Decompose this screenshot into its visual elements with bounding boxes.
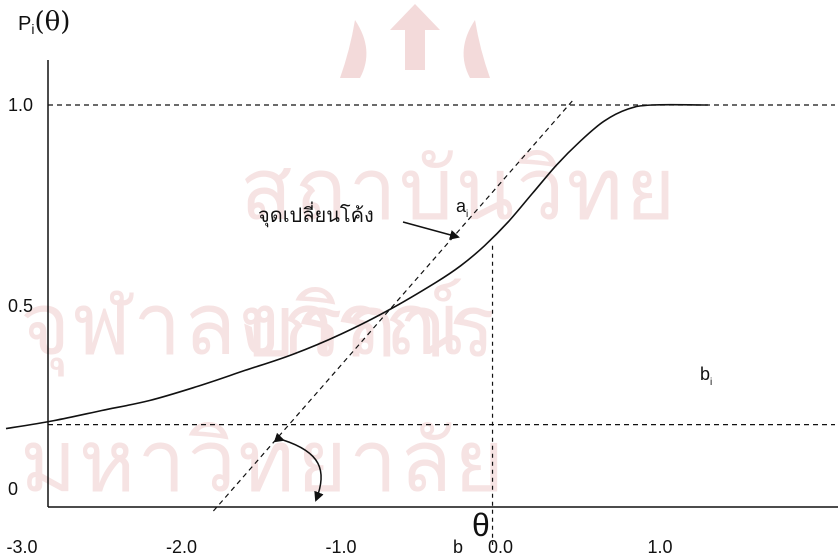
x-tick-label: 1.0 (647, 537, 672, 557)
y-axis-title-theta: (θ) (34, 7, 70, 37)
x-tick-label: -2.0 (166, 537, 197, 557)
y-tick-label: 0.5 (8, 296, 33, 316)
y-tick-labels: 0 0.5 1.0 (8, 95, 33, 499)
item-characteristic-curve (5, 103, 708, 430)
x-axis-theta-label: θ (472, 507, 490, 543)
x-tick-labels: -3.0 -2.0 -1.0 0.0 1.0 (6, 537, 672, 557)
a-label: a (456, 196, 467, 216)
b-tick-label: b (453, 537, 463, 557)
b-label: b (700, 364, 710, 384)
y-axis-title-p: P (18, 13, 31, 35)
x-tick-label: 0.0 (488, 537, 513, 557)
x-tick-label: -3.0 (6, 537, 37, 557)
a-parameter-label: ai (456, 196, 468, 220)
inflection-point-label: จุดเปลี่ยนโค้ง (258, 201, 374, 228)
a-subscript: i (466, 209, 468, 220)
inflection-arrow (402, 221, 460, 240)
tangent-line (212, 100, 573, 512)
y-axis-title: Pi(θ) (18, 7, 70, 37)
angle-arrow (273, 432, 324, 502)
x-tick-label: -1.0 (325, 537, 356, 557)
b-parameter-label: bi (700, 364, 712, 388)
y-tick-label: 1.0 (8, 95, 33, 115)
y-tick-label: 0 (8, 479, 18, 499)
y-axis-title-sub: i (31, 21, 34, 37)
watermark-crest-logo (340, 4, 490, 78)
b-subscript: i (710, 377, 712, 388)
